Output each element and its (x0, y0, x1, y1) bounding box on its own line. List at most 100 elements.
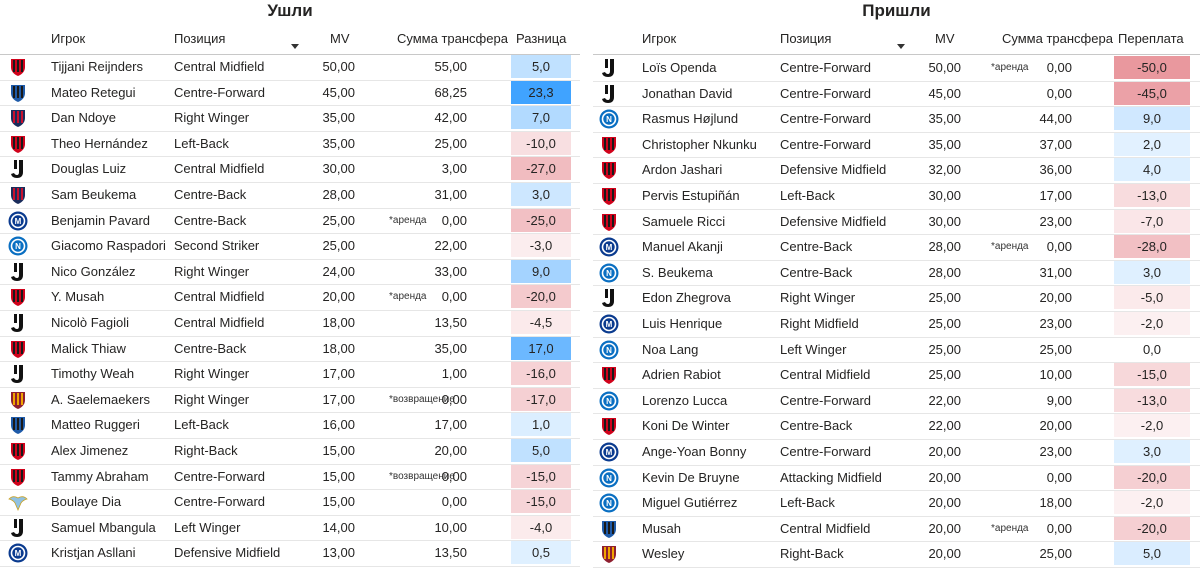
right-header-fee[interactable]: Сумма трансфера (1002, 31, 1113, 46)
sort-desc-icon[interactable] (897, 44, 905, 49)
player-position: Right-Back (780, 546, 844, 562)
market-value: 25,00 (928, 367, 961, 383)
player-name: Benjamin Pavard (51, 212, 150, 228)
transfer-fee: 20,00 (434, 443, 467, 458)
right-header-position[interactable]: Позиция (780, 31, 832, 46)
player-name: Jonathan David (642, 85, 733, 101)
table-row: Pervis Estupiñán Left-Back 30,00 17,00 -13,0 (593, 183, 1200, 210)
difference-cell: -27,0 (511, 157, 571, 181)
table-row: N Kevin De Bruyne Attacking Midfield 20,00 0… (593, 465, 1200, 492)
transfer-fee: 0,00 (1046, 60, 1072, 75)
left-header-fee[interactable]: Сумма трансфера (397, 31, 508, 46)
transfer-note: *аренда (991, 241, 1029, 253)
left-header-player[interactable]: Игрок (51, 31, 86, 46)
transfer-fee: 0,00 (441, 391, 467, 407)
player-position: Right Winger (174, 263, 250, 279)
svg-text:M: M (15, 549, 22, 558)
player-name: Matteo Ruggeri (51, 417, 140, 433)
transfer-fee: 36,00 (1039, 162, 1072, 178)
player-position: Centre-Back (174, 187, 247, 202)
club-logo-icon (11, 314, 23, 332)
player-name: Christopher Nkunku (642, 136, 757, 152)
transfer-fee: 17,00 (1039, 188, 1072, 203)
transfer-fee: 0,00 (441, 212, 467, 228)
transfer-fee: 68,25 (434, 84, 467, 100)
player-name: Malick Thiaw (51, 340, 126, 356)
difference-cell: -50,0 (1114, 56, 1190, 79)
club-logo-icon (11, 84, 25, 102)
left-header-position[interactable]: Позиция (174, 31, 226, 46)
svg-text:N: N (606, 474, 612, 483)
player-name: Luis Henrique (642, 316, 723, 331)
transfer-fee: 23,00 (1039, 444, 1072, 459)
club-logo-icon (11, 417, 25, 435)
transfer-fee: 42,00 (434, 110, 467, 126)
market-value: 35,00 (322, 110, 355, 126)
difference-cell: -15,0 (511, 490, 571, 514)
player-name: Samuele Ricci (642, 213, 726, 229)
player-position: Left Winger (174, 519, 241, 535)
svg-text:N: N (606, 499, 612, 508)
market-value: 25,00 (322, 212, 355, 228)
left-table-header: Игрок Позиция MV Сумма трансфера Разница (0, 28, 580, 55)
market-value: 20,00 (928, 520, 961, 536)
player-position: Central Midfield (174, 315, 265, 330)
table-row: Christopher Nkunku Centre-Forward 35,00 37,… (593, 132, 1200, 159)
player-name: Loïs Openda (642, 60, 717, 75)
transfer-fee: 13,50 (434, 545, 467, 561)
player-position: Central Midfield (780, 367, 871, 383)
table-row: Nico González Right Winger 24,00 33,00 9,0 (0, 259, 580, 286)
player-position: Right Winger (174, 110, 250, 126)
difference-cell: 5,0 (1114, 542, 1190, 566)
difference-cell: 9,0 (511, 259, 571, 283)
player-name: Tammy Abraham (51, 468, 149, 484)
right-header-diff[interactable]: Переплата (1118, 31, 1184, 46)
market-value: 20,00 (928, 495, 961, 511)
difference-cell: 5,0 (511, 439, 571, 462)
difference-cell: -2,0 (1114, 491, 1190, 515)
player-position: Centre-Forward (174, 494, 266, 510)
table-row: N S. Beukema Centre-Back 28,00 31,00 3,0 (593, 260, 1200, 287)
club-logo-icon: N (8, 236, 28, 256)
market-value: 16,00 (322, 417, 355, 433)
left-header-diff[interactable]: Разница (516, 31, 567, 46)
table-row: Malick Thiaw Centre-Back 18,00 35,00 17,0 (0, 336, 580, 363)
table-row: Mateo Retegui Centre-Forward 45,00 68,25 23,… (0, 80, 580, 107)
table-row: Sam Beukema Centre-Back 28,00 31,00 3,0 (0, 182, 580, 209)
market-value: 25,00 (322, 238, 355, 254)
difference-cell: 0,5 (511, 541, 571, 565)
player-position: Centre-Forward (780, 85, 872, 101)
club-logo-icon (11, 365, 23, 384)
market-value: 13,00 (322, 545, 355, 561)
player-position: Attacking Midfield (780, 469, 882, 485)
difference-cell: -20,0 (1114, 465, 1190, 489)
player-position: Left-Back (780, 188, 835, 203)
player-position: Defensive Midfield (174, 545, 281, 561)
table-row: Tijjani Reijnders Central Midfield 50,00 55… (0, 54, 580, 81)
difference-cell: -15,0 (1114, 363, 1190, 387)
player-name: Timothy Weah (51, 366, 135, 382)
transfer-note: *аренда (389, 291, 427, 303)
club-logo-icon: N (599, 468, 619, 488)
market-value: 28,00 (928, 239, 961, 255)
left-header-mv[interactable]: MV (330, 31, 350, 46)
club-logo-icon: M (8, 543, 28, 563)
club-logo-icon (11, 518, 23, 537)
player-position: Centre-Back (780, 264, 853, 280)
club-logo-icon (11, 289, 25, 307)
player-position: Centre-Forward (174, 468, 266, 484)
difference-cell: 23,3 (511, 80, 571, 104)
club-logo-icon: N (599, 109, 619, 129)
transfer-fee: 3,00 (441, 161, 467, 177)
market-value: 50,00 (928, 60, 961, 75)
sort-desc-icon[interactable] (291, 44, 299, 49)
market-value: 30,00 (928, 213, 961, 229)
right-header-mv[interactable]: MV (935, 31, 955, 46)
svg-text:M: M (606, 320, 613, 329)
difference-cell: 5,0 (511, 55, 571, 78)
market-value: 20,00 (928, 469, 961, 485)
right-table-header: Игрок Позиция MV Сумма трансфера Перепла… (593, 28, 1200, 55)
player-name: Miguel Gutiérrez (642, 495, 738, 511)
transfer-fee: 17,00 (434, 417, 467, 433)
right-header-player[interactable]: Игрок (642, 31, 677, 46)
